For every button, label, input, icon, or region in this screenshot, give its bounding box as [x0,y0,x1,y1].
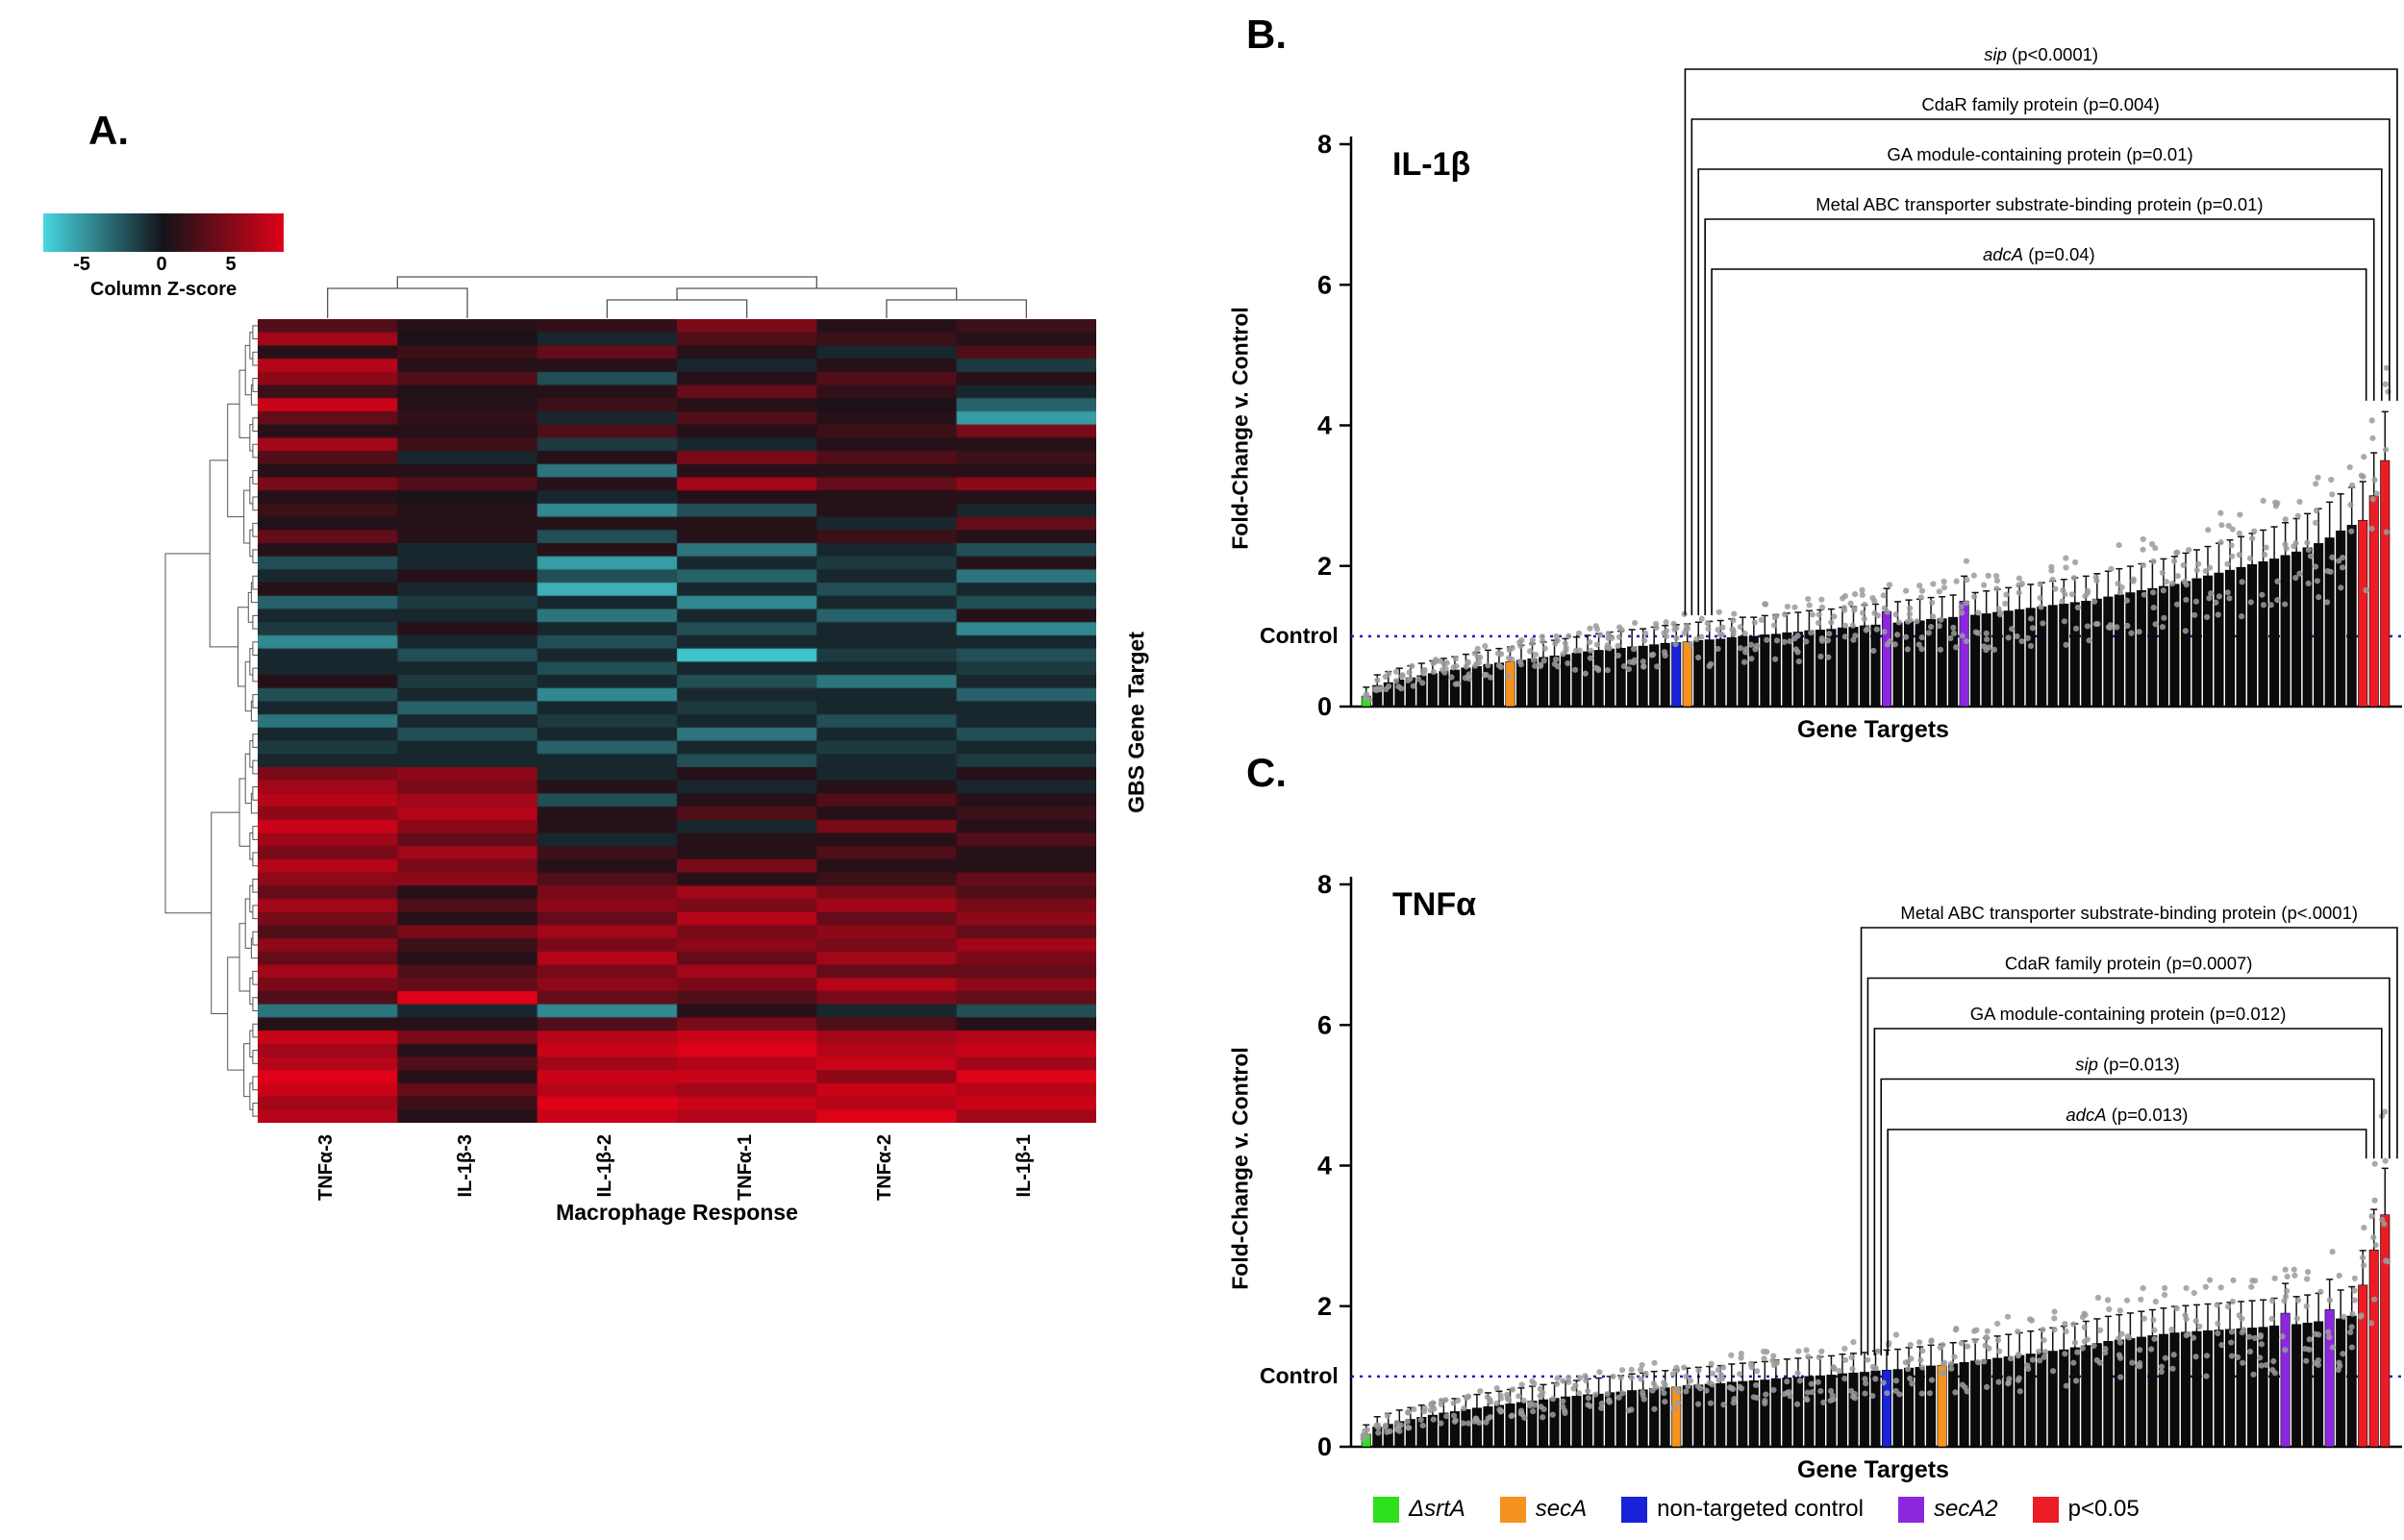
legend-label: ΔsrtA [1409,1496,1465,1522]
tnfa-bar-chart: 0 2 4 6 8 Metal ABC transporter substrate-bin… [1317,870,2402,1461]
legend-swatch [2032,1496,2059,1523]
row-dendrogram [164,325,258,1117]
svg-text:GA module-containing protein (: GA module-containing protein (p=0.01) [1887,144,2192,164]
heatmap-column-label: TNFα-3 [314,1134,337,1201]
legend-item: ΔsrtA [1373,1496,1465,1523]
colorbar-tick-max: 5 [225,254,237,275]
legend-label: secA2 [1933,1496,1998,1522]
svg-text:Metal ABC transporter substrat: Metal ABC transporter substrate-binding … [1900,903,2358,923]
svg-text:CdaR family protein (p=0.004): CdaR family protein (p=0.004) [1921,94,2159,114]
colorbar-tick-mid: 0 [156,254,167,275]
legend-item: p<0.05 [2032,1496,2140,1523]
colorbar-tick-min: -5 [73,254,90,275]
panel-c-title: TNFα [1392,886,1476,923]
svg-text:4: 4 [1317,1152,1332,1180]
heatmap-column-label: IL-1β-1 [1014,1134,1036,1198]
svg-text:6: 6 [1317,270,1332,299]
legend-swatch [1621,1496,1648,1523]
legend-swatch [1499,1496,1526,1523]
svg-text:8: 8 [1317,870,1332,899]
svg-text:0: 0 [1317,1432,1332,1461]
heatmap-y-axis-label: GBS Gene Target [1123,632,1149,813]
legend-item: secA2 [1897,1496,1998,1523]
panel-b-title: IL-1β [1392,146,1471,183]
svg-text:0: 0 [1317,692,1332,721]
svg-text:8: 8 [1317,130,1332,159]
svg-text:CdaR family protein (p=0.0007): CdaR family protein (p=0.0007) [2005,954,2253,974]
panel-c-y-axis-label: Fold-Change v. Control [1227,1047,1253,1290]
svg-text:GA module-containing protein (: GA module-containing protein (p=0.012) [1970,1004,2287,1024]
heatmap-x-axis-label: Macrophage Response [556,1200,798,1225]
panel-a-label: A. [88,108,129,153]
il1b-bar-chart: 0 2 4 6 8 sip (p<0.0001) CdaR family protein (… [1317,44,2402,721]
column-dendrogram [327,276,1027,318]
heatmap-column-label: IL-1β-2 [594,1134,616,1198]
svg-text:2: 2 [1317,1292,1332,1321]
panel-b-label: B. [1246,12,1287,57]
svg-text:6: 6 [1317,1010,1332,1039]
colorbar-gradient [43,213,284,252]
legend-label: p<0.05 [2067,1496,2140,1522]
heatmap-canvas [258,319,1096,1123]
svg-text:sip (p=0.013): sip (p=0.013) [2075,1055,2180,1075]
heatmap-column-label: TNFα-1 [734,1134,756,1201]
panel-c-x-axis-label: Gene Targets [1797,1456,1949,1483]
colorbar-label: Column Z-score [89,279,238,300]
legend-label: non-targeted control [1657,1496,1864,1522]
legend-item: secA [1499,1496,1588,1523]
panel-c-control-label: Control [1260,1363,1339,1388]
svg-text:4: 4 [1317,411,1332,440]
colorbar-ticks: -5 0 5 [43,254,284,277]
heatmap-column-label: TNFα-2 [874,1134,895,1201]
svg-text:sip (p<0.0001): sip (p<0.0001) [1984,44,2098,64]
legend-swatch [1897,1496,1924,1523]
legend-label: secA [1535,1496,1588,1522]
figure-legend: ΔsrtA secA non-targeted control secA2 p<0.05 [1373,1496,2140,1523]
svg-text:2: 2 [1317,552,1332,581]
panel-b-y-axis-label: Fold-Change v. Control [1227,307,1253,550]
svg-text:adcA (p=0.04): adcA (p=0.04) [1983,244,2095,264]
svg-text:adcA (p=0.013): adcA (p=0.013) [2066,1105,2188,1125]
panel-b-x-axis-label: Gene Targets [1797,716,1949,743]
svg-text:Metal ABC transporter substrat: Metal ABC transporter substrate-binding … [1816,194,2263,214]
legend-swatch [1373,1496,1399,1523]
panel-b-control-label: Control [1260,623,1339,648]
panel-c-label: C. [1246,750,1287,795]
heatmap-column-label: IL-1β-3 [455,1134,476,1198]
legend-item: non-targeted control [1621,1496,1864,1523]
